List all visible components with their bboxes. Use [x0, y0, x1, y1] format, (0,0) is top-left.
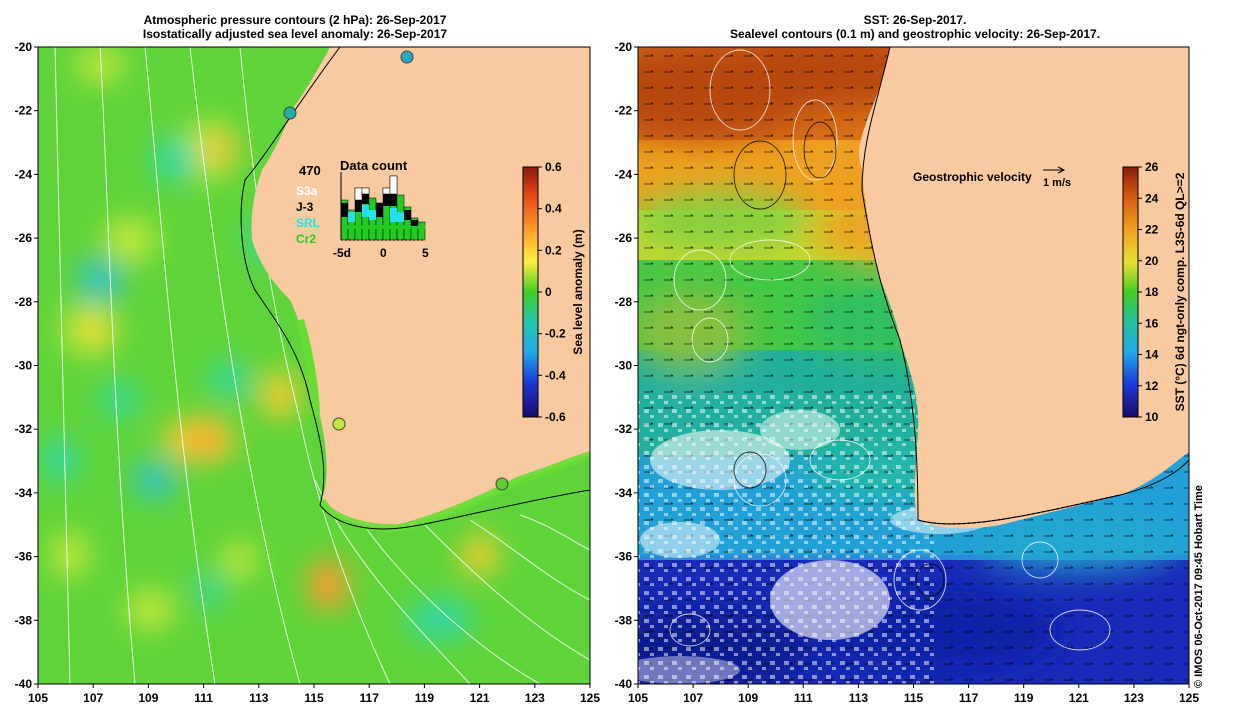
data-count-total: 470: [299, 163, 321, 178]
right-y-ticks: -20 -22 -24 -26 -28 -30 -32 -34 -36 -38 -40: [615, 40, 638, 691]
mission-cr2: Cr2: [296, 232, 316, 246]
right-x-tick-label: 125: [1179, 691, 1199, 705]
sst-colorbar-ticks: 26 24 22 20 18 16 14 12 10: [1138, 160, 1159, 424]
sla-colorbar-tick-label: 0.4: [545, 202, 562, 216]
data-count-tick-5: 5: [422, 246, 429, 260]
right-x-tick-label: 117: [959, 691, 979, 705]
sst-colorbar: 26 24 22 20 18 16 14 12 10 SST (°C) 6d ngt-only …: [1122, 160, 1187, 424]
velocity-legend-scale: 1 m/s: [1043, 177, 1071, 189]
velocity-legend-label: Geostrophic velocity: [913, 170, 1032, 184]
right-y-tick-label: -26: [615, 231, 633, 245]
imos-credit: © IMOS 06-Oct-2017 09:45 Hobart Time: [1193, 485, 1205, 688]
left-y-tick-label: -36: [15, 550, 33, 564]
left-x-tick-label: 125: [580, 691, 600, 705]
left-title: Atmospheric pressure contours (2 hPa): 2…: [95, 13, 495, 41]
sla-colorbar: 0.6 0.4 0.2 0 -0.2 -0.4 -0.6 Sea level anomaly…: [522, 160, 585, 424]
right-y-tick-label: -24: [615, 167, 633, 181]
sla-colorbar-tick-label: -0.4: [545, 368, 566, 382]
sst-colorbar-tick-label: 14: [1145, 348, 1159, 362]
left-x-ticks: 105 107 109 111 113 115 117 119 121 123 125: [28, 684, 600, 705]
left-y-tick-label: -22: [15, 104, 33, 118]
data-count-histogram: [340, 172, 426, 241]
right-y-tick-label: -28: [615, 295, 633, 309]
left-x-tick-label: 109: [138, 691, 158, 705]
left-x-tick-label: 123: [525, 691, 545, 705]
left-x-tick-label: 111: [194, 691, 213, 705]
left-y-tick-label: -28: [15, 295, 33, 309]
left-x-tick-label: 105: [28, 691, 48, 705]
right-title: SST: 26-Sep-2017. Sealevel contours (0.1…: [640, 13, 1190, 41]
sla-colorbar-ticks: 0.6 0.4 0.2 0 -0.2 -0.4 -0.6: [538, 160, 566, 424]
sst-colorbar-tick-label: 20: [1145, 254, 1159, 268]
right-y-tick-label: -38: [615, 613, 633, 627]
sla-colorbar-tick-label: 0.2: [545, 243, 562, 257]
data-count-title: Data count: [340, 158, 408, 173]
mission-srl: SRL: [296, 216, 320, 230]
sst-colorbar-tick-label: 24: [1145, 191, 1159, 205]
data-count-tick-0: 0: [380, 246, 387, 260]
data-count-tick-neg5: -5d: [333, 246, 351, 260]
left-x-tick-label: 117: [360, 691, 380, 705]
sst-colorbar-tick-label: 18: [1145, 285, 1159, 299]
sst-colorbar-tick-label: 16: [1145, 316, 1159, 330]
sla-colorbar-tick-label: 0.6: [545, 160, 562, 174]
left-y-tick-label: -32: [15, 422, 33, 436]
left-y-tick-label: -34: [15, 486, 33, 500]
right-x-ticks: 105 107 109 111 113 115 117 119 121 123 125: [628, 684, 1199, 705]
sla-colorbar-tick-label: -0.6: [545, 410, 566, 424]
left-x-tick-label: 115: [304, 691, 324, 705]
left-x-tick-label: 107: [83, 691, 103, 705]
right-title-line1: SST: 26-Sep-2017.: [863, 13, 967, 27]
right-x-tick-label: 119: [1014, 691, 1034, 705]
left-x-tick-label: 121: [470, 691, 490, 705]
right-x-tick-label: 107: [683, 691, 703, 705]
right-x-tick-label: 123: [1124, 691, 1144, 705]
sst-colorbar-tick-label: 26: [1145, 160, 1159, 174]
right-x-tick-label: 115: [904, 691, 924, 705]
right-y-tick-label: -20: [615, 40, 633, 54]
right-y-tick-label: -40: [615, 677, 633, 691]
sla-colorbar-tick-label: 0: [545, 285, 552, 299]
sst-colorbar-tick-label: 12: [1145, 379, 1159, 393]
mission-j3: J-3: [296, 200, 314, 214]
sla-map: 105 107 109 111 113 115 117 119 121 123 125 -20 -22…: [15, 40, 601, 705]
right-y-tick-label: -22: [615, 104, 633, 118]
left-x-tick-label: 113: [249, 691, 269, 705]
left-y-tick-label: -24: [15, 167, 33, 181]
australia-land: [251, 47, 590, 529]
left-y-tick-label: -20: [15, 40, 33, 54]
right-x-tick-label: 109: [738, 691, 758, 705]
left-y-tick-label: -30: [15, 359, 33, 373]
data-count-inset: Data count 470 S3a J-3 SRL Cr2: [296, 158, 429, 260]
sla-colorbar-tick-label: -0.2: [545, 327, 566, 341]
right-title-line2: Sealevel contours (0.1 m) and geostrophi…: [729, 27, 1101, 41]
left-title-line2: Isostatically adjusted sea level anomaly…: [142, 27, 448, 41]
right-x-tick-label: 113: [849, 691, 869, 705]
left-y-ticks: -20 -22 -24 -26 -28 -30 -32 -34 -36 -38 -40: [15, 40, 38, 691]
australia-land-sst: [859, 47, 1189, 529]
sst-colorbar-tick-label: 10: [1145, 410, 1159, 424]
right-y-tick-label: -32: [615, 422, 633, 436]
sst-colorbar-label: SST (°C) 6d ngt-only comp. L3S-6d QL>=2: [1173, 172, 1187, 411]
left-y-tick-label: -40: [15, 677, 33, 691]
right-y-tick-label: -34: [615, 486, 633, 500]
left-title-line1: Atmospheric pressure contours (2 hPa): 2…: [143, 13, 447, 27]
right-y-tick-label: -36: [615, 550, 633, 564]
sst-map: 105 107 109 111 113 115 117 119 121 123 125 -20 -22…: [615, 40, 1200, 705]
right-x-tick-label: 105: [628, 691, 648, 705]
left-x-tick-label: 119: [415, 691, 435, 705]
sla-colorbar-label: Sea level anomaly (m): [571, 229, 585, 354]
right-x-tick-label: 111: [794, 691, 813, 705]
left-y-tick-label: -26: [15, 231, 33, 245]
right-y-tick-label: -30: [615, 359, 633, 373]
mission-s3a: S3a: [296, 184, 318, 198]
sst-colorbar-tick-label: 22: [1145, 223, 1159, 237]
right-x-tick-label: 121: [1069, 691, 1089, 705]
left-y-tick-label: -38: [15, 613, 33, 627]
